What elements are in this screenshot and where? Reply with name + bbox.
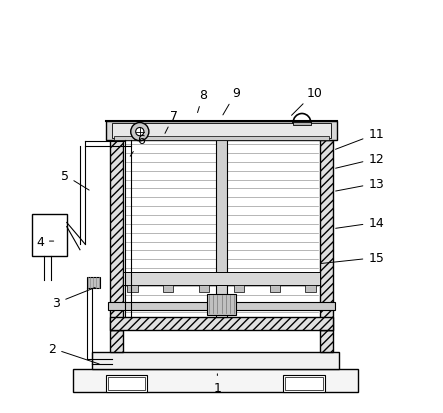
Bar (106, 122, 337, 141)
Bar (112, 124, 331, 139)
Circle shape (136, 128, 144, 136)
Bar (123, 273, 320, 285)
Bar (114, 137, 329, 141)
Text: 1: 1 (214, 374, 222, 394)
Bar (305, 285, 315, 292)
Bar (110, 317, 333, 330)
Bar (198, 285, 209, 292)
Text: 2: 2 (48, 342, 99, 364)
Bar (320, 330, 333, 353)
Circle shape (131, 123, 149, 141)
Bar (106, 375, 147, 392)
Bar (92, 353, 339, 369)
Bar (270, 285, 280, 292)
Bar (320, 141, 333, 330)
Text: 15: 15 (321, 252, 384, 264)
Text: 7: 7 (165, 109, 178, 134)
Bar (86, 277, 100, 288)
Bar (128, 285, 138, 292)
Text: 11: 11 (335, 128, 384, 150)
Text: 12: 12 (336, 153, 384, 169)
Bar (163, 285, 173, 292)
Bar (207, 294, 236, 315)
Text: 14: 14 (336, 216, 384, 230)
Bar (123, 141, 320, 317)
Text: 5: 5 (61, 169, 89, 191)
Bar (110, 330, 123, 353)
Bar (216, 141, 227, 317)
Text: 13: 13 (336, 177, 384, 192)
Text: 6: 6 (130, 134, 145, 157)
Text: 4: 4 (36, 235, 54, 248)
Text: 9: 9 (223, 87, 240, 116)
Bar (108, 377, 145, 390)
Bar (293, 123, 311, 126)
Bar (234, 285, 245, 292)
Bar (285, 377, 323, 390)
Bar (284, 375, 325, 392)
Bar (108, 302, 335, 311)
Text: 10: 10 (291, 87, 322, 116)
Bar (110, 141, 123, 330)
Text: 3: 3 (53, 288, 95, 310)
Bar (32, 215, 67, 256)
Text: 8: 8 (198, 89, 207, 113)
Bar (73, 369, 358, 392)
